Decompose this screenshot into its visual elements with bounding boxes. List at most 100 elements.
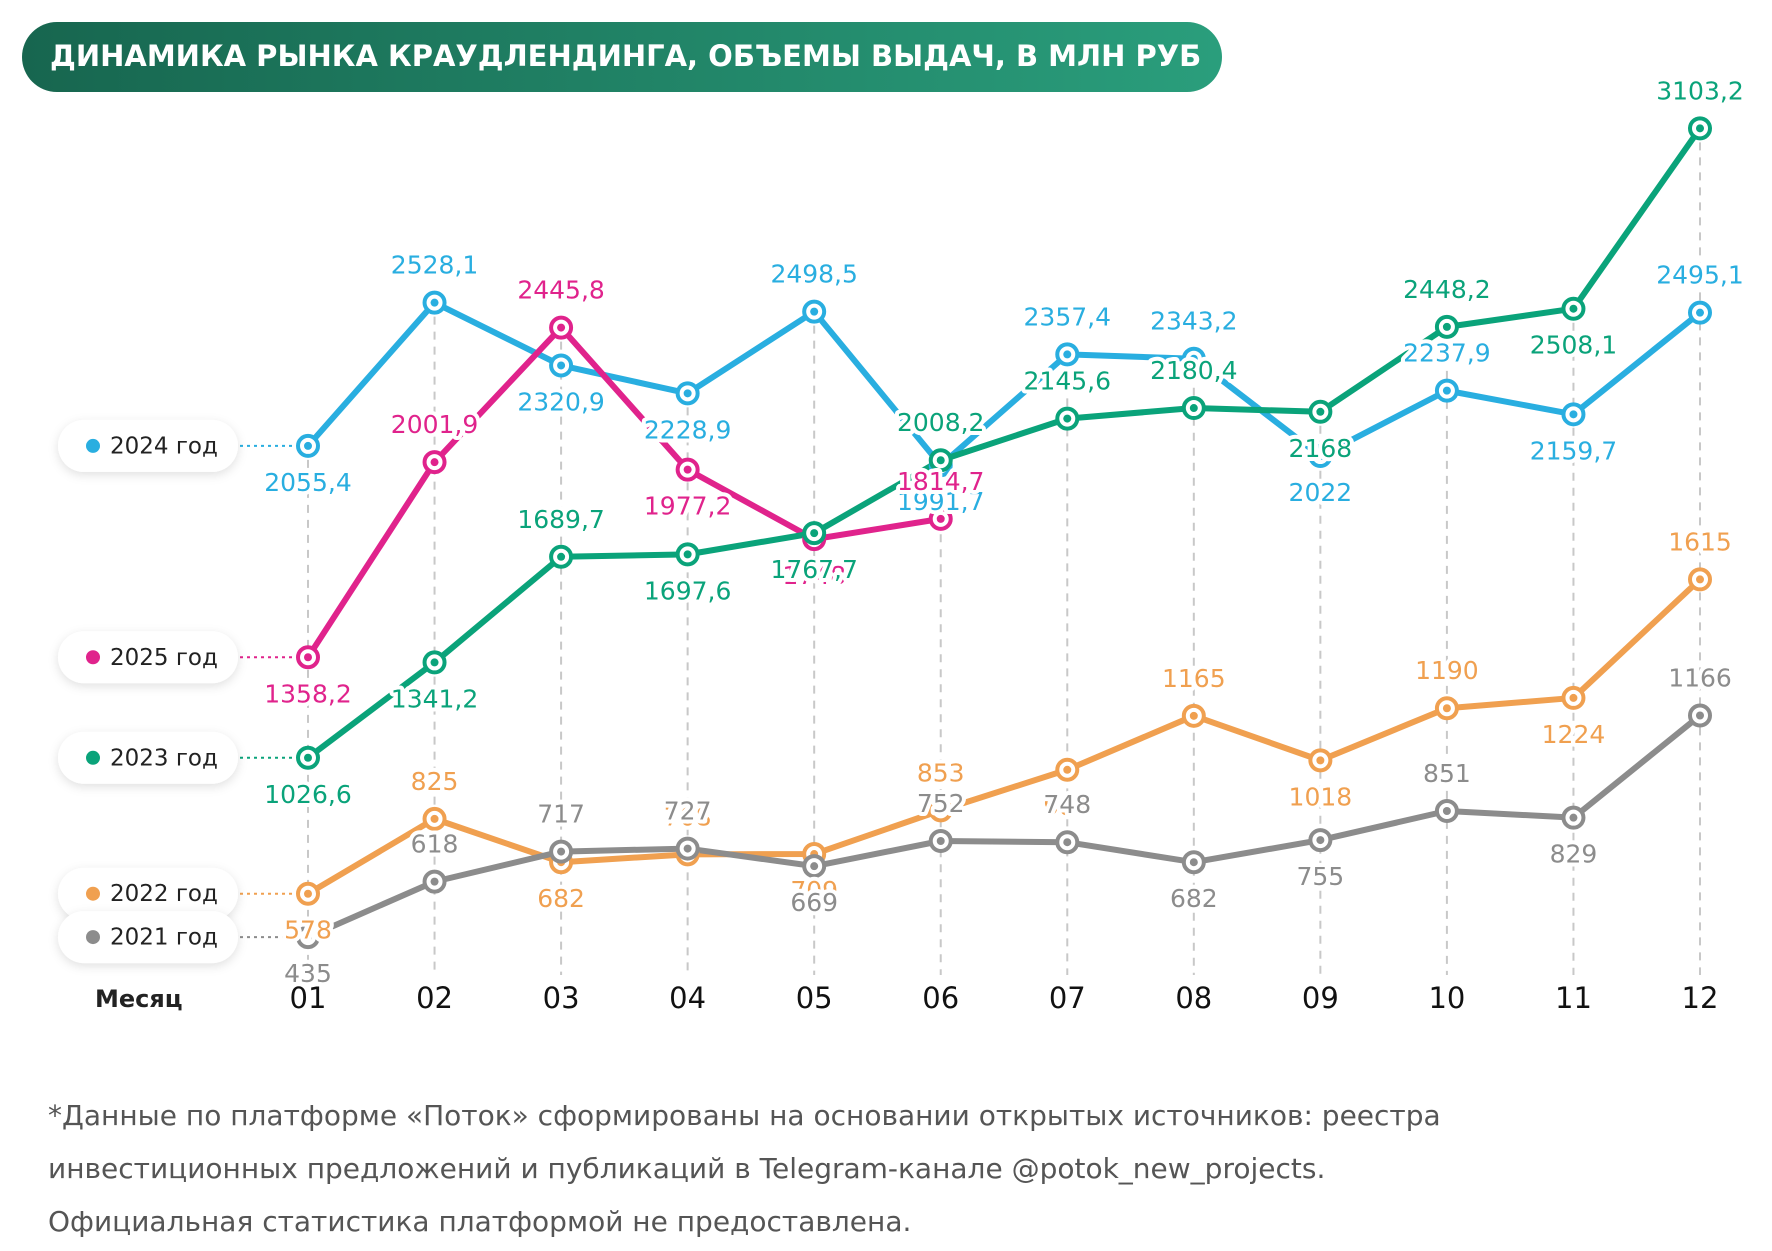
point-core — [304, 933, 312, 942]
point-core — [683, 465, 692, 474]
point-core — [1316, 407, 1325, 416]
value-label: 2508,1 — [1530, 331, 1617, 360]
value-label: 717 — [537, 800, 585, 829]
value-label: 2008,2 — [897, 408, 984, 437]
value-label: 578 — [284, 916, 332, 945]
point-core — [1316, 756, 1325, 765]
point-core — [304, 653, 312, 662]
legend-dot — [86, 750, 100, 765]
chart-title: ДИНАМИКА РЫНКА КРАУДЛЕНДИНГА, ОБЪЕМЫ ВЫД… — [50, 39, 1201, 73]
point-core — [1189, 711, 1198, 720]
value-label: 1026,6 — [264, 780, 351, 809]
value-label: 1190 — [1415, 656, 1479, 685]
point-core — [1569, 304, 1578, 313]
value-label: 1018 — [1289, 782, 1353, 811]
value-label: 2448,2 — [1403, 275, 1490, 304]
x-tick-label: 08 — [1175, 981, 1212, 1015]
value-label: 1166 — [1668, 664, 1732, 693]
x-tick-label: 03 — [543, 981, 580, 1015]
series-line — [306, 577, 1703, 897]
point-core — [430, 298, 439, 307]
x-tick-label: 09 — [1302, 981, 1339, 1015]
legend-label: 2025 год — [110, 645, 218, 671]
title-pill — [22, 22, 1222, 92]
point-core — [1442, 704, 1451, 713]
value-label: 2528,1 — [391, 251, 478, 280]
legend-pill — [58, 867, 238, 920]
point-core — [1189, 354, 1198, 363]
value-label: 1977,2 — [644, 492, 731, 521]
legend-dot — [86, 930, 100, 945]
value-label: 3103,2 — [1656, 76, 1743, 105]
point-core — [683, 389, 692, 398]
point-core — [557, 847, 566, 856]
point-core — [304, 441, 312, 450]
x-axis-label: Месяц — [95, 985, 183, 1013]
x-tick-label: 11 — [1555, 981, 1592, 1015]
point-core — [1063, 838, 1072, 847]
point-core — [1063, 765, 1072, 774]
legend-dot — [86, 886, 100, 901]
point-core — [1569, 813, 1578, 822]
x-tick-label: 01 — [290, 981, 327, 1015]
value-label: 829 — [1550, 840, 1598, 869]
point-core — [1189, 858, 1198, 867]
value-label: 1165 — [1162, 664, 1226, 693]
series-line — [306, 713, 1702, 940]
series-line — [306, 126, 1703, 761]
x-tick-label: 06 — [922, 981, 959, 1015]
point-core — [557, 552, 566, 561]
value-label: 708 — [664, 802, 712, 831]
value-label: 987 — [1043, 792, 1091, 821]
value-label: 2495,1 — [1656, 261, 1743, 290]
value-label: 1224 — [1542, 720, 1606, 749]
point-core — [304, 753, 312, 762]
point-core — [936, 806, 945, 815]
point-core — [1696, 124, 1704, 133]
value-label: 2343,2 — [1150, 307, 1237, 336]
value-label: 2498,5 — [770, 260, 857, 289]
value-label: 727 — [664, 797, 712, 826]
value-label: 1615 — [1668, 527, 1732, 556]
value-label: 682 — [537, 884, 585, 913]
point-core — [430, 814, 439, 823]
footnote: Официальная статистика платформой не пре… — [48, 1205, 911, 1238]
legend-pill — [58, 419, 238, 472]
x-tick-label: 10 — [1428, 981, 1465, 1015]
value-label: 2445,8 — [517, 276, 604, 305]
value-label: 1814,7 — [897, 467, 984, 496]
value-label: 1767,7 — [770, 555, 857, 584]
legend-pill — [58, 911, 238, 964]
value-label: 709 — [790, 876, 838, 905]
point-core — [1442, 322, 1451, 331]
value-label: 853 — [917, 758, 965, 787]
point-core — [936, 514, 945, 523]
value-label: 755 — [1297, 862, 1345, 891]
point-core — [557, 361, 566, 370]
point-core — [1063, 414, 1072, 423]
points — [296, 116, 1712, 950]
point-core — [936, 456, 945, 465]
value-label: 669 — [790, 888, 838, 917]
point-core — [1063, 350, 1072, 359]
lines — [305, 126, 1703, 940]
value-label: 2228,9 — [644, 415, 731, 444]
point-core — [1189, 404, 1198, 413]
value-label: 2357,4 — [1024, 302, 1111, 331]
legend-label: 2022 год — [110, 881, 218, 907]
x-tick-label: 07 — [1049, 981, 1086, 1015]
value-label: 682 — [1170, 884, 1218, 913]
point-core — [810, 529, 819, 538]
x-tick-label: 04 — [669, 981, 706, 1015]
point-core — [810, 862, 819, 871]
footnote: инвестиционных предложений и публикаций … — [48, 1152, 1325, 1185]
point-core — [1316, 836, 1325, 845]
point-core — [683, 844, 692, 853]
value-label: 618 — [411, 830, 459, 859]
labels: 2055,4 2528,1 2320,9 2228,9 2498,5 1991,7 2357… — [260, 72, 1747, 992]
legend-dot — [86, 438, 100, 453]
value-label: 2022 — [1289, 478, 1353, 507]
legend-dot — [86, 650, 100, 665]
x-tick-label: 02 — [416, 981, 453, 1015]
